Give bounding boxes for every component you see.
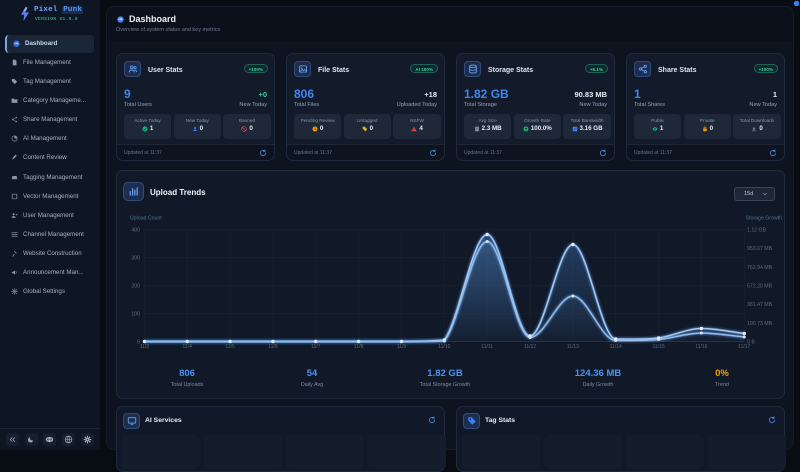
svg-text:11/6: 11/6 [268, 344, 278, 350]
svg-text:11/10: 11/10 [438, 344, 450, 350]
svg-text:11/7: 11/7 [311, 344, 321, 350]
svg-text:11/14: 11/14 [610, 344, 622, 350]
svg-text:11/5: 11/5 [225, 344, 235, 350]
svg-text:11/9: 11/9 [397, 344, 407, 350]
svg-text:1.12 GB: 1.12 GB [747, 227, 767, 233]
svg-text:572.20 MB: 572.20 MB [747, 283, 773, 289]
svg-text:11/12: 11/12 [524, 344, 536, 350]
svg-text:11/15: 11/15 [653, 344, 665, 350]
svg-text:Upload Count: Upload Count [130, 216, 162, 222]
svg-text:0: 0 [137, 340, 140, 346]
svg-text:300: 300 [131, 255, 140, 261]
svg-text:11/17: 11/17 [738, 344, 750, 350]
svg-text:200: 200 [131, 284, 140, 290]
svg-text:11/11: 11/11 [481, 344, 493, 350]
svg-text:953.67 MB: 953.67 MB [747, 246, 773, 252]
svg-text:11/13: 11/13 [567, 344, 579, 350]
svg-text:11/8: 11/8 [354, 344, 364, 350]
svg-text:381.47 MB: 381.47 MB [747, 302, 773, 308]
svg-text:Storage Growth: Storage Growth [746, 216, 782, 222]
svg-text:100: 100 [131, 312, 140, 318]
svg-text:762.94 MB: 762.94 MB [747, 265, 773, 271]
svg-text:400: 400 [131, 227, 140, 233]
svg-text:11/16: 11/16 [695, 344, 707, 350]
svg-text:0 B: 0 B [747, 340, 755, 346]
svg-text:11/3: 11/3 [140, 344, 150, 350]
svg-text:190.73 MB: 190.73 MB [747, 321, 773, 327]
svg-text:11/4: 11/4 [183, 344, 193, 350]
